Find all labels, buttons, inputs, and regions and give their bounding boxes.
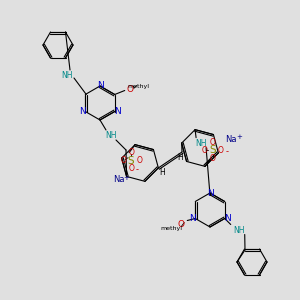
Text: +: + [123,175,129,181]
Text: N: N [114,107,121,116]
Text: -: - [136,165,139,174]
Text: N: N [208,188,214,197]
Text: O: O [210,154,216,163]
Text: O: O [210,138,216,147]
Text: -: - [225,147,228,156]
Text: +: + [236,134,242,140]
Text: S: S [210,146,216,155]
Text: O: O [128,148,134,157]
Text: O: O [202,146,208,155]
Text: N: N [98,82,104,91]
Text: H: H [177,154,183,163]
Text: NH: NH [233,226,244,235]
Text: NH: NH [195,139,207,148]
Text: N: N [79,107,86,116]
Text: NH: NH [105,131,117,140]
Text: O: O [136,156,142,165]
Text: O: O [126,85,133,94]
Text: O: O [128,164,134,173]
Text: Na: Na [113,175,125,184]
Text: O: O [120,156,126,165]
Text: N: N [189,214,196,223]
Text: S: S [128,156,134,166]
Text: Na: Na [225,135,237,144]
Text: H: H [160,168,165,177]
Text: N: N [224,214,231,223]
Text: O: O [178,220,185,229]
Text: O: O [218,146,224,155]
Text: NH: NH [61,70,73,80]
Text: methyl: methyl [128,84,150,89]
Text: methyl: methyl [160,226,182,231]
